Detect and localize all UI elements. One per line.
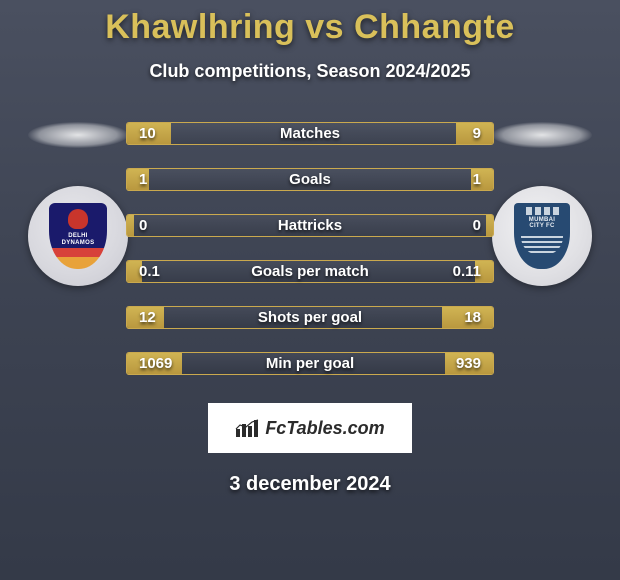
turrets-icon — [526, 207, 559, 215]
shield-icon: MUMBAI CITY FC — [514, 203, 570, 269]
branding-badge: FcTables.com — [208, 403, 412, 453]
stat-label: Goals per match — [251, 263, 369, 280]
stat-bar: 0 Hattricks 0 — [126, 214, 494, 237]
stat-bar: 0.1 Goals per match 0.11 — [126, 260, 494, 283]
stat-value-left: 1069 — [139, 355, 172, 372]
page-title: Khawlhring vs Chhangte — [0, 8, 620, 47]
shield-icon: DELHI DYNAMOS — [49, 203, 107, 269]
stat-value-right: 18 — [464, 309, 481, 326]
date-label: 3 december 2024 — [0, 473, 620, 496]
stat-value-right: 9 — [473, 125, 481, 142]
right-team-crest: MUMBAI CITY FC — [492, 186, 592, 286]
crest-text: CITY FC — [529, 223, 554, 229]
subtitle: Club competitions, Season 2024/2025 — [0, 61, 620, 82]
stat-fill-right — [486, 215, 493, 236]
stat-value-left: 0.1 — [139, 263, 160, 280]
stat-label: Min per goal — [266, 355, 354, 372]
right-player-col: MUMBAI CITY FC — [482, 122, 602, 286]
lion-icon — [68, 209, 88, 229]
comparison-row: DELHI DYNAMOS 10Matches91Goals10Hattrick… — [0, 122, 620, 375]
stat-value-left: 10 — [139, 125, 156, 142]
stat-value-left: 12 — [139, 309, 156, 326]
branding-text: FcTables.com — [265, 418, 384, 439]
waves-icon — [521, 233, 563, 255]
stat-value-right: 939 — [456, 355, 481, 372]
stat-bar: 1 Goals 1 — [126, 168, 494, 191]
stat-bar: 1069 Min per goal 939 — [126, 352, 494, 375]
stat-bar: 10 Matches 9 — [126, 122, 494, 145]
stat-value-right: 0.11 — [453, 263, 481, 280]
stat-label: Shots per goal — [258, 309, 362, 326]
stats-column: 10Matches91Goals10Hattricks00.1Goals per… — [126, 122, 494, 375]
player-photo-placeholder — [492, 122, 592, 148]
stat-label: Hattricks — [278, 217, 342, 234]
stat-value-left: 0 — [139, 217, 147, 234]
stat-fill-left — [127, 215, 134, 236]
stat-bar: 12 Shots per goal 18 — [126, 306, 494, 329]
stat-value-right: 0 — [473, 217, 481, 234]
chart-icon — [235, 418, 259, 438]
left-team-crest: DELHI DYNAMOS — [28, 186, 128, 286]
stat-label: Goals — [289, 171, 331, 188]
crest-text: DELHI DYNAMOS — [62, 233, 95, 246]
stat-value-left: 1 — [139, 171, 147, 188]
stat-label: Matches — [280, 125, 340, 142]
left-player-col: DELHI DYNAMOS — [18, 122, 138, 286]
player-photo-placeholder — [28, 122, 128, 148]
stat-value-right: 1 — [473, 171, 481, 188]
